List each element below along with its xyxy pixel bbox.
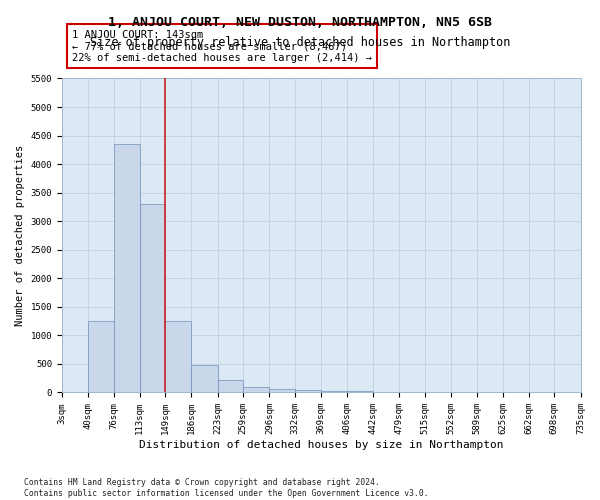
Bar: [295, 390, 321, 392]
Bar: [243, 387, 269, 392]
Text: 1, ANJOU COURT, NEW DUSTON, NORTHAMPTON, NN5 6SB: 1, ANJOU COURT, NEW DUSTON, NORTHAMPTON,…: [108, 16, 492, 29]
Bar: [165, 321, 191, 392]
Y-axis label: Number of detached properties: Number of detached properties: [15, 145, 25, 326]
Bar: [88, 321, 113, 392]
Bar: [218, 380, 243, 392]
X-axis label: Distribution of detached houses by size in Northampton: Distribution of detached houses by size …: [139, 440, 503, 450]
Text: 1 ANJOU COURT: 143sqm
← 77% of detached houses are smaller (8,467)
22% of semi-d: 1 ANJOU COURT: 143sqm ← 77% of detached …: [72, 30, 372, 63]
Bar: [113, 144, 140, 392]
Bar: [191, 365, 218, 392]
Text: Size of property relative to detached houses in Northampton: Size of property relative to detached ho…: [90, 36, 510, 49]
Bar: [321, 391, 347, 392]
Bar: [269, 389, 295, 392]
Bar: [140, 204, 165, 392]
Text: Contains HM Land Registry data © Crown copyright and database right 2024.
Contai: Contains HM Land Registry data © Crown c…: [24, 478, 428, 498]
